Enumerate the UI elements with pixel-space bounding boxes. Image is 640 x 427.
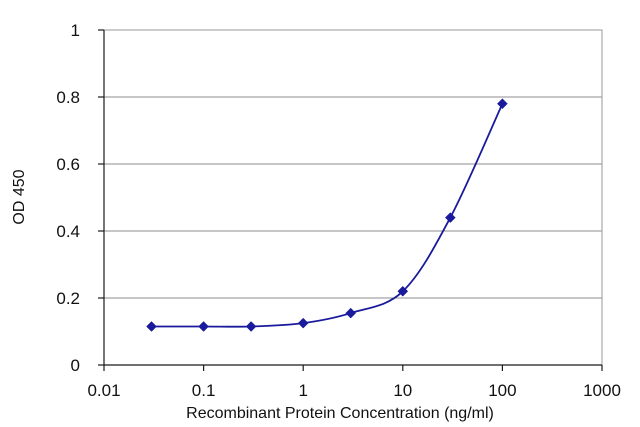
y-tick-label: 0 [71, 356, 80, 375]
x-tick-label: 0.1 [192, 381, 216, 400]
data-point [198, 321, 209, 332]
y-tick-label: 0.2 [56, 289, 80, 308]
y-tick-labels: 0 0.2 0.4 0.6 0.8 1 [56, 21, 80, 375]
y-tick-label: 0.6 [56, 155, 80, 174]
y-tick-label: 0.8 [56, 88, 80, 107]
x-tick-label: 100 [488, 381, 516, 400]
x-tick-label: 1 [298, 381, 307, 400]
tick-marks [98, 29, 603, 371]
y-tick-label: 0.4 [56, 222, 80, 241]
data-point [397, 285, 409, 297]
y-axis-title: OD 450 [11, 169, 28, 224]
data-point [444, 212, 456, 223]
x-axis-title: Recombinant Protein Concentration (ng/ml… [186, 405, 494, 422]
x-tick-labels: 0.01 0.1 1 10 100 1000 [87, 381, 620, 400]
y-tick-label: 1 [71, 21, 80, 40]
data-point [497, 98, 508, 110]
data-series [146, 98, 508, 332]
data-point [297, 317, 309, 329]
x-tick-label: 1000 [583, 381, 621, 400]
data-point [345, 307, 357, 319]
data-point [146, 321, 157, 332]
data-point [245, 321, 257, 332]
x-tick-label: 0.01 [87, 381, 120, 400]
x-tick-label: 10 [393, 381, 412, 400]
